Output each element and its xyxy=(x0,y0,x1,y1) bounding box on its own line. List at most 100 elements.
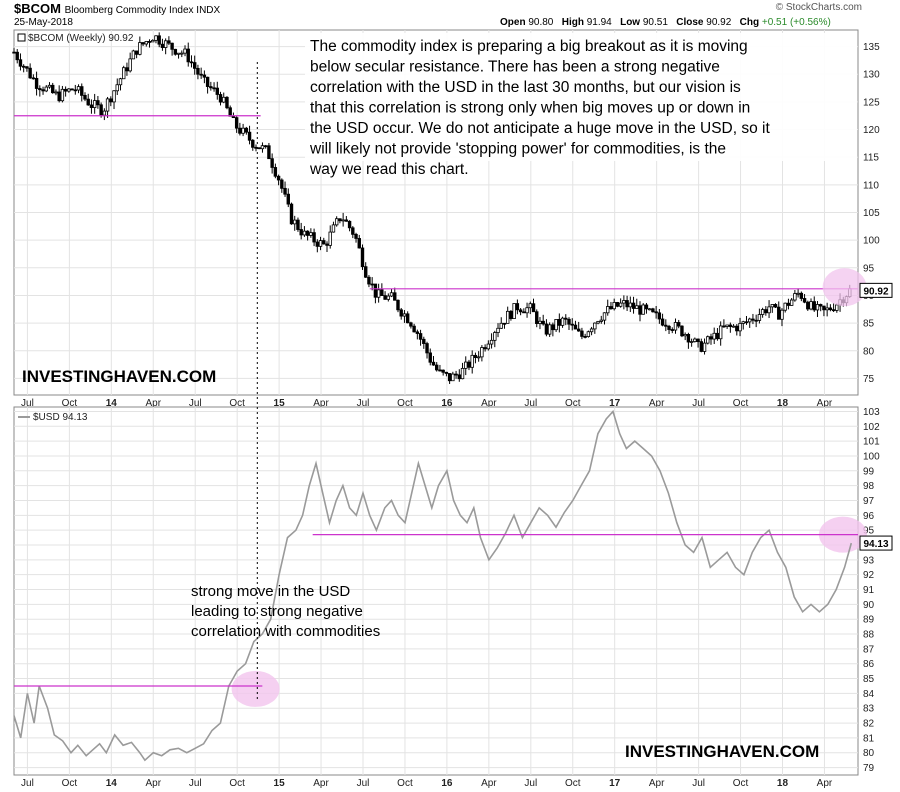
candle-body xyxy=(712,332,716,340)
usd-x-tick-label: Oct xyxy=(229,778,245,789)
candle-body xyxy=(789,299,794,306)
candle-body xyxy=(702,342,707,352)
bcom-y-tick-label: 120 xyxy=(863,125,880,136)
candle-body xyxy=(573,324,578,330)
candle-body xyxy=(402,313,407,317)
candle-body xyxy=(373,283,378,298)
candle-body xyxy=(618,302,623,307)
candle-body xyxy=(28,67,32,79)
usd-x-tick-label: 18 xyxy=(777,778,789,789)
candle-body xyxy=(238,127,242,134)
candle-body xyxy=(499,322,503,329)
usd-y-tick-label: 89 xyxy=(863,615,875,626)
usd-panel: 7980818283848586878889909192939495969798… xyxy=(13,406,893,789)
candle-body xyxy=(34,77,39,89)
candle-body xyxy=(70,88,74,91)
bcom-x-tick-label: 17 xyxy=(609,398,621,409)
candle-body xyxy=(809,301,813,310)
candle-body xyxy=(425,343,429,354)
candle-body xyxy=(799,292,804,299)
candle-body xyxy=(470,354,474,368)
candle-body xyxy=(328,231,332,246)
candle-body xyxy=(670,329,674,331)
usd-y-tick-label: 101 xyxy=(863,437,880,448)
candle-body xyxy=(57,91,61,102)
usd-highlight-circle xyxy=(231,670,280,707)
bcom-x-tick-label: Apr xyxy=(313,398,329,409)
bcom-x-tick-label: 16 xyxy=(441,398,453,409)
candle-body xyxy=(251,139,255,148)
bcom-x-tick-label: Oct xyxy=(229,398,245,409)
candle-body xyxy=(831,309,836,312)
candle-body xyxy=(225,96,229,109)
candle-body xyxy=(354,233,358,239)
usd-y-tick-label: 84 xyxy=(863,689,875,700)
candle-body xyxy=(689,341,694,343)
candle-body xyxy=(686,334,691,343)
candle-body xyxy=(289,203,294,225)
candle-body xyxy=(677,322,681,327)
candle-body xyxy=(109,98,113,103)
candle-body xyxy=(418,333,423,340)
candle-body xyxy=(96,100,100,106)
candle-body xyxy=(631,302,636,309)
bcom-legend: $BCOM (Weekly) 90.92 xyxy=(28,33,134,44)
candle-body xyxy=(293,219,297,225)
candle-body xyxy=(222,96,226,103)
bcom-x-tick-label: Apr xyxy=(481,398,497,409)
candle-body xyxy=(615,302,620,307)
candle-body xyxy=(722,325,726,328)
usd-y-tick-label: 85 xyxy=(863,674,875,685)
candle-body xyxy=(454,373,458,376)
candle-body xyxy=(515,303,520,311)
bcom-y-tick-label: 135 xyxy=(863,42,880,53)
usd-y-tick-label: 95 xyxy=(863,526,875,537)
candle-body xyxy=(815,304,820,311)
candle-body xyxy=(163,40,168,48)
candle-body xyxy=(273,167,278,177)
candle-body xyxy=(802,298,807,303)
usd-x-tick-label: Jul xyxy=(21,778,34,789)
candle-body xyxy=(44,86,48,92)
bcom-x-tick-label: Oct xyxy=(565,398,581,409)
candle-body xyxy=(599,319,603,322)
candle-body xyxy=(628,302,633,308)
candle-body xyxy=(73,89,78,92)
candle-body xyxy=(122,67,126,80)
candle-body xyxy=(309,232,313,236)
candle-body xyxy=(715,332,720,340)
usd-y-tick-label: 82 xyxy=(863,719,875,730)
candle-body xyxy=(76,86,81,91)
candle-body xyxy=(364,266,368,278)
candle-body xyxy=(393,292,397,301)
candle-body xyxy=(654,311,658,314)
usd-plot-frame xyxy=(13,406,859,776)
candle-body xyxy=(154,35,158,41)
candle-body xyxy=(580,330,584,337)
candle-body xyxy=(83,94,87,100)
candle-body xyxy=(693,338,697,342)
candle-body xyxy=(112,90,116,103)
bcom-x-tick-label: Jul xyxy=(21,398,34,409)
candle-body xyxy=(460,367,465,380)
stockcharts-brand: © StockCharts.com xyxy=(775,2,862,13)
investinghaven-watermark-top: INVESTINGHAVEN.COM xyxy=(22,367,216,386)
bcom-y-tick-label: 110 xyxy=(863,180,879,191)
candle-body xyxy=(483,347,487,350)
usd-y-tick-label: 102 xyxy=(863,422,880,433)
candle-body xyxy=(564,317,568,320)
bcom-y-tick-label: 125 xyxy=(863,97,880,108)
candle-body xyxy=(396,299,400,311)
usd-y-tick-label: 87 xyxy=(863,644,875,655)
candle-body xyxy=(696,338,700,343)
candle-body xyxy=(589,328,594,333)
candle-body xyxy=(51,84,55,94)
candle-body xyxy=(718,325,723,340)
candle-body xyxy=(444,371,449,374)
candle-body xyxy=(312,232,316,243)
candle-body xyxy=(376,289,381,298)
candle-body xyxy=(247,131,252,141)
candle-body xyxy=(144,41,148,45)
candle-body xyxy=(41,89,45,92)
usd-y-tick-label: 83 xyxy=(863,704,875,715)
